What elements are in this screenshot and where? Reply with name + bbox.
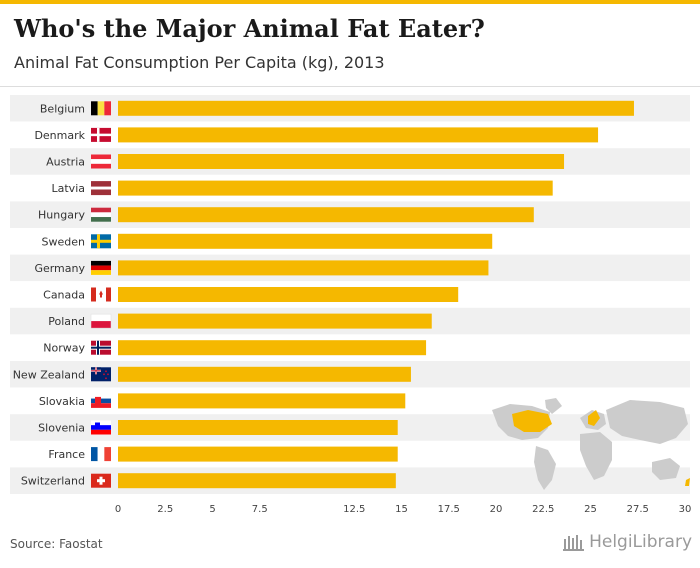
category-label-hungary: Hungary [38, 209, 85, 222]
bar-slovakia [118, 393, 406, 409]
category-label-france: France [48, 448, 85, 461]
category-label-austria: Austria [46, 156, 85, 169]
australia-shape [652, 458, 680, 480]
new-zealand-flag [91, 367, 111, 382]
x-tick-label: 5 [209, 504, 215, 515]
bar-austria [118, 154, 565, 169]
new-zealand-shape [685, 478, 690, 486]
x-tick-label: 20 [490, 504, 503, 515]
norway-flag [91, 340, 111, 355]
sweden-flag [91, 234, 111, 249]
bar-germany [118, 260, 489, 276]
category-label-new-zealand: New Zealand [13, 368, 85, 381]
x-tick-label: 7.5 [252, 504, 268, 515]
bar-poland [118, 313, 432, 329]
top-accent-bar [0, 0, 700, 4]
category-label-switzerland: Switzerland [21, 475, 85, 488]
canada-flag [91, 287, 111, 302]
asia-shape [606, 400, 688, 444]
category-label-belgium: Belgium [40, 102, 85, 115]
x-tick-label: 30 [679, 504, 692, 515]
austria-flag [91, 154, 111, 169]
greenland-shape [545, 398, 562, 414]
header-divider [0, 86, 700, 87]
x-tick-label: 27.5 [627, 504, 649, 515]
brand-logo: HelgiLibrary [563, 532, 692, 552]
south-america-shape [534, 446, 556, 490]
denmark-flag [91, 127, 111, 142]
europe-highlight-shape [588, 410, 600, 426]
x-tick-label: 12.5 [343, 504, 365, 515]
category-label-slovakia: Slovakia [39, 395, 85, 408]
bar-canada [118, 287, 459, 302]
bar-hungary [118, 207, 534, 223]
brand-name: HelgiLibrary [589, 532, 692, 552]
category-label-norway: Norway [43, 342, 85, 355]
x-tick-label: 17.5 [438, 504, 460, 515]
category-label-denmark: Denmark [34, 129, 85, 142]
bar-france [118, 446, 398, 462]
bar-slovenia [118, 420, 398, 435]
germany-flag [91, 260, 111, 275]
hungary-flag [91, 207, 111, 222]
world-map [492, 398, 690, 490]
bar-new-zealand [118, 366, 411, 382]
bar-denmark [118, 127, 599, 143]
bar-latvia [118, 180, 553, 196]
bar-belgium [118, 100, 634, 116]
slovenia-flag [91, 420, 111, 435]
category-label-slovenia: Slovenia [38, 422, 85, 435]
x-tick-label: 0 [115, 504, 121, 515]
bar-sweden [118, 233, 493, 249]
category-label-sweden: Sweden [42, 235, 85, 248]
category-label-latvia: Latvia [52, 182, 86, 195]
x-tick-label: 15 [395, 504, 408, 515]
library-logo-icon [563, 535, 585, 551]
bar-chart: Belgium Denmark Austria Latvia Hungary Sweden… [10, 95, 692, 515]
chart-subtitle: Animal Fat Consumption Per Capita (kg), … [14, 53, 385, 72]
switzerland-flag [91, 473, 111, 488]
latvia-flag [91, 181, 111, 196]
slovakia-flag [91, 393, 111, 408]
x-tick-label: 22.5 [532, 504, 554, 515]
source-note: Source: Faostat [10, 537, 103, 551]
category-label-poland: Poland [48, 315, 85, 328]
bar-norway [118, 340, 427, 356]
poland-flag [90, 313, 112, 329]
category-label-germany: Germany [34, 262, 85, 275]
category-label-canada: Canada [43, 289, 85, 302]
bar-switzerland [118, 473, 396, 489]
belgium-flag [91, 101, 111, 116]
canada-shape [512, 410, 552, 432]
france-flag [91, 447, 111, 462]
x-tick-label: 2.5 [157, 504, 173, 515]
chart-title: Who's the Major Animal Fat Eater? [14, 14, 485, 43]
x-tick-label: 25 [584, 504, 597, 515]
africa-shape [580, 432, 612, 480]
